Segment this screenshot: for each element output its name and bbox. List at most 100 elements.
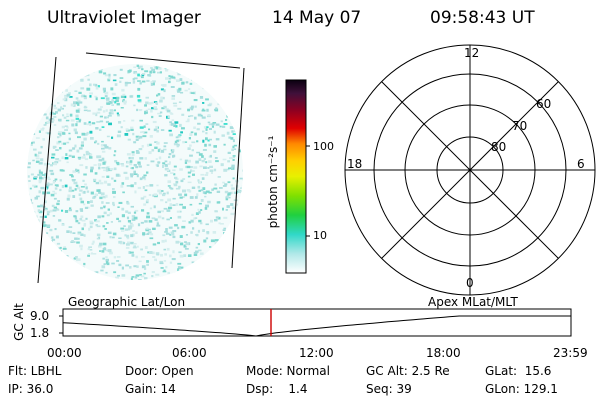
speckle xyxy=(158,148,161,150)
speckle xyxy=(142,232,146,236)
speckle xyxy=(80,233,84,236)
speckle xyxy=(205,137,208,141)
speckle xyxy=(190,271,194,274)
speckle xyxy=(75,110,80,113)
speckle xyxy=(185,81,189,84)
speckle xyxy=(65,153,68,156)
speckle xyxy=(43,244,47,247)
speckle xyxy=(99,67,103,70)
speckle xyxy=(40,145,43,149)
speckle xyxy=(36,235,40,237)
speckle xyxy=(66,267,70,271)
status-glon: GLon: 129.1 xyxy=(485,382,558,396)
speckle xyxy=(218,247,222,249)
speckle xyxy=(169,203,173,207)
speckle xyxy=(234,148,237,150)
speckle xyxy=(162,193,166,197)
speckle xyxy=(63,116,67,119)
speckle xyxy=(129,160,133,163)
speckle xyxy=(36,226,40,229)
speckle xyxy=(159,111,163,114)
speckle xyxy=(233,245,236,248)
speckle xyxy=(199,268,204,271)
speckle xyxy=(92,253,97,255)
speckle xyxy=(89,271,92,274)
speckle xyxy=(207,114,211,117)
speckle xyxy=(229,126,234,129)
speckle xyxy=(136,265,139,268)
speckle xyxy=(101,250,105,253)
speckle xyxy=(31,218,35,220)
speckle xyxy=(222,245,225,248)
speckle xyxy=(113,154,116,157)
speckle xyxy=(131,167,134,170)
speckle xyxy=(179,210,182,213)
speckle xyxy=(193,269,196,273)
speckle xyxy=(78,91,82,94)
speckle xyxy=(76,120,79,123)
speckle xyxy=(160,190,164,192)
speckle xyxy=(196,81,200,84)
speckle xyxy=(66,230,70,233)
speckle xyxy=(46,120,51,124)
speckle xyxy=(222,158,227,161)
speckle xyxy=(124,234,127,237)
speckle xyxy=(241,185,243,188)
speckle xyxy=(123,100,127,103)
speckle xyxy=(151,115,154,119)
speckle xyxy=(205,190,210,193)
speckle xyxy=(59,147,62,150)
speckle xyxy=(110,87,114,91)
speckle xyxy=(105,271,108,274)
speckle xyxy=(182,274,185,277)
speckle xyxy=(30,256,34,259)
speckle xyxy=(71,175,74,178)
speckle xyxy=(226,195,229,199)
speckle xyxy=(226,114,230,118)
speckle xyxy=(54,184,59,187)
speckle xyxy=(170,113,174,115)
speckle xyxy=(54,228,57,231)
speckle xyxy=(89,153,93,156)
speckle xyxy=(67,279,70,280)
speckle xyxy=(111,262,115,265)
speckle xyxy=(73,101,76,105)
speckle xyxy=(193,266,197,270)
speckle xyxy=(240,218,243,221)
speckle xyxy=(32,123,35,126)
speckle xyxy=(37,112,41,116)
speckle xyxy=(133,104,136,107)
speckle xyxy=(236,190,240,193)
speckle xyxy=(187,108,190,112)
speckle xyxy=(141,209,145,212)
speckle xyxy=(157,71,161,74)
speckle xyxy=(181,225,186,229)
speckle xyxy=(150,67,153,69)
speckle xyxy=(140,248,143,251)
speckle xyxy=(199,96,204,99)
speckle xyxy=(238,222,241,225)
speckle xyxy=(156,94,159,97)
speckle xyxy=(154,146,158,149)
speckle xyxy=(172,235,176,239)
speckle xyxy=(195,160,199,164)
speckle xyxy=(69,279,73,280)
speckle xyxy=(179,158,183,161)
speckle xyxy=(205,204,209,208)
speckle xyxy=(109,236,112,239)
speckle xyxy=(62,273,67,276)
speckle xyxy=(56,141,60,145)
speckle xyxy=(139,75,144,78)
speckle xyxy=(27,209,30,212)
speckle xyxy=(55,235,59,239)
speckle xyxy=(178,269,182,271)
speckle xyxy=(105,194,108,198)
speckle xyxy=(219,248,223,251)
speckle xyxy=(180,131,183,134)
speckle xyxy=(196,151,201,154)
speckle xyxy=(137,161,141,165)
speckle xyxy=(79,218,83,221)
speckle xyxy=(191,170,195,172)
speckle xyxy=(232,206,235,210)
speckle xyxy=(160,96,163,100)
